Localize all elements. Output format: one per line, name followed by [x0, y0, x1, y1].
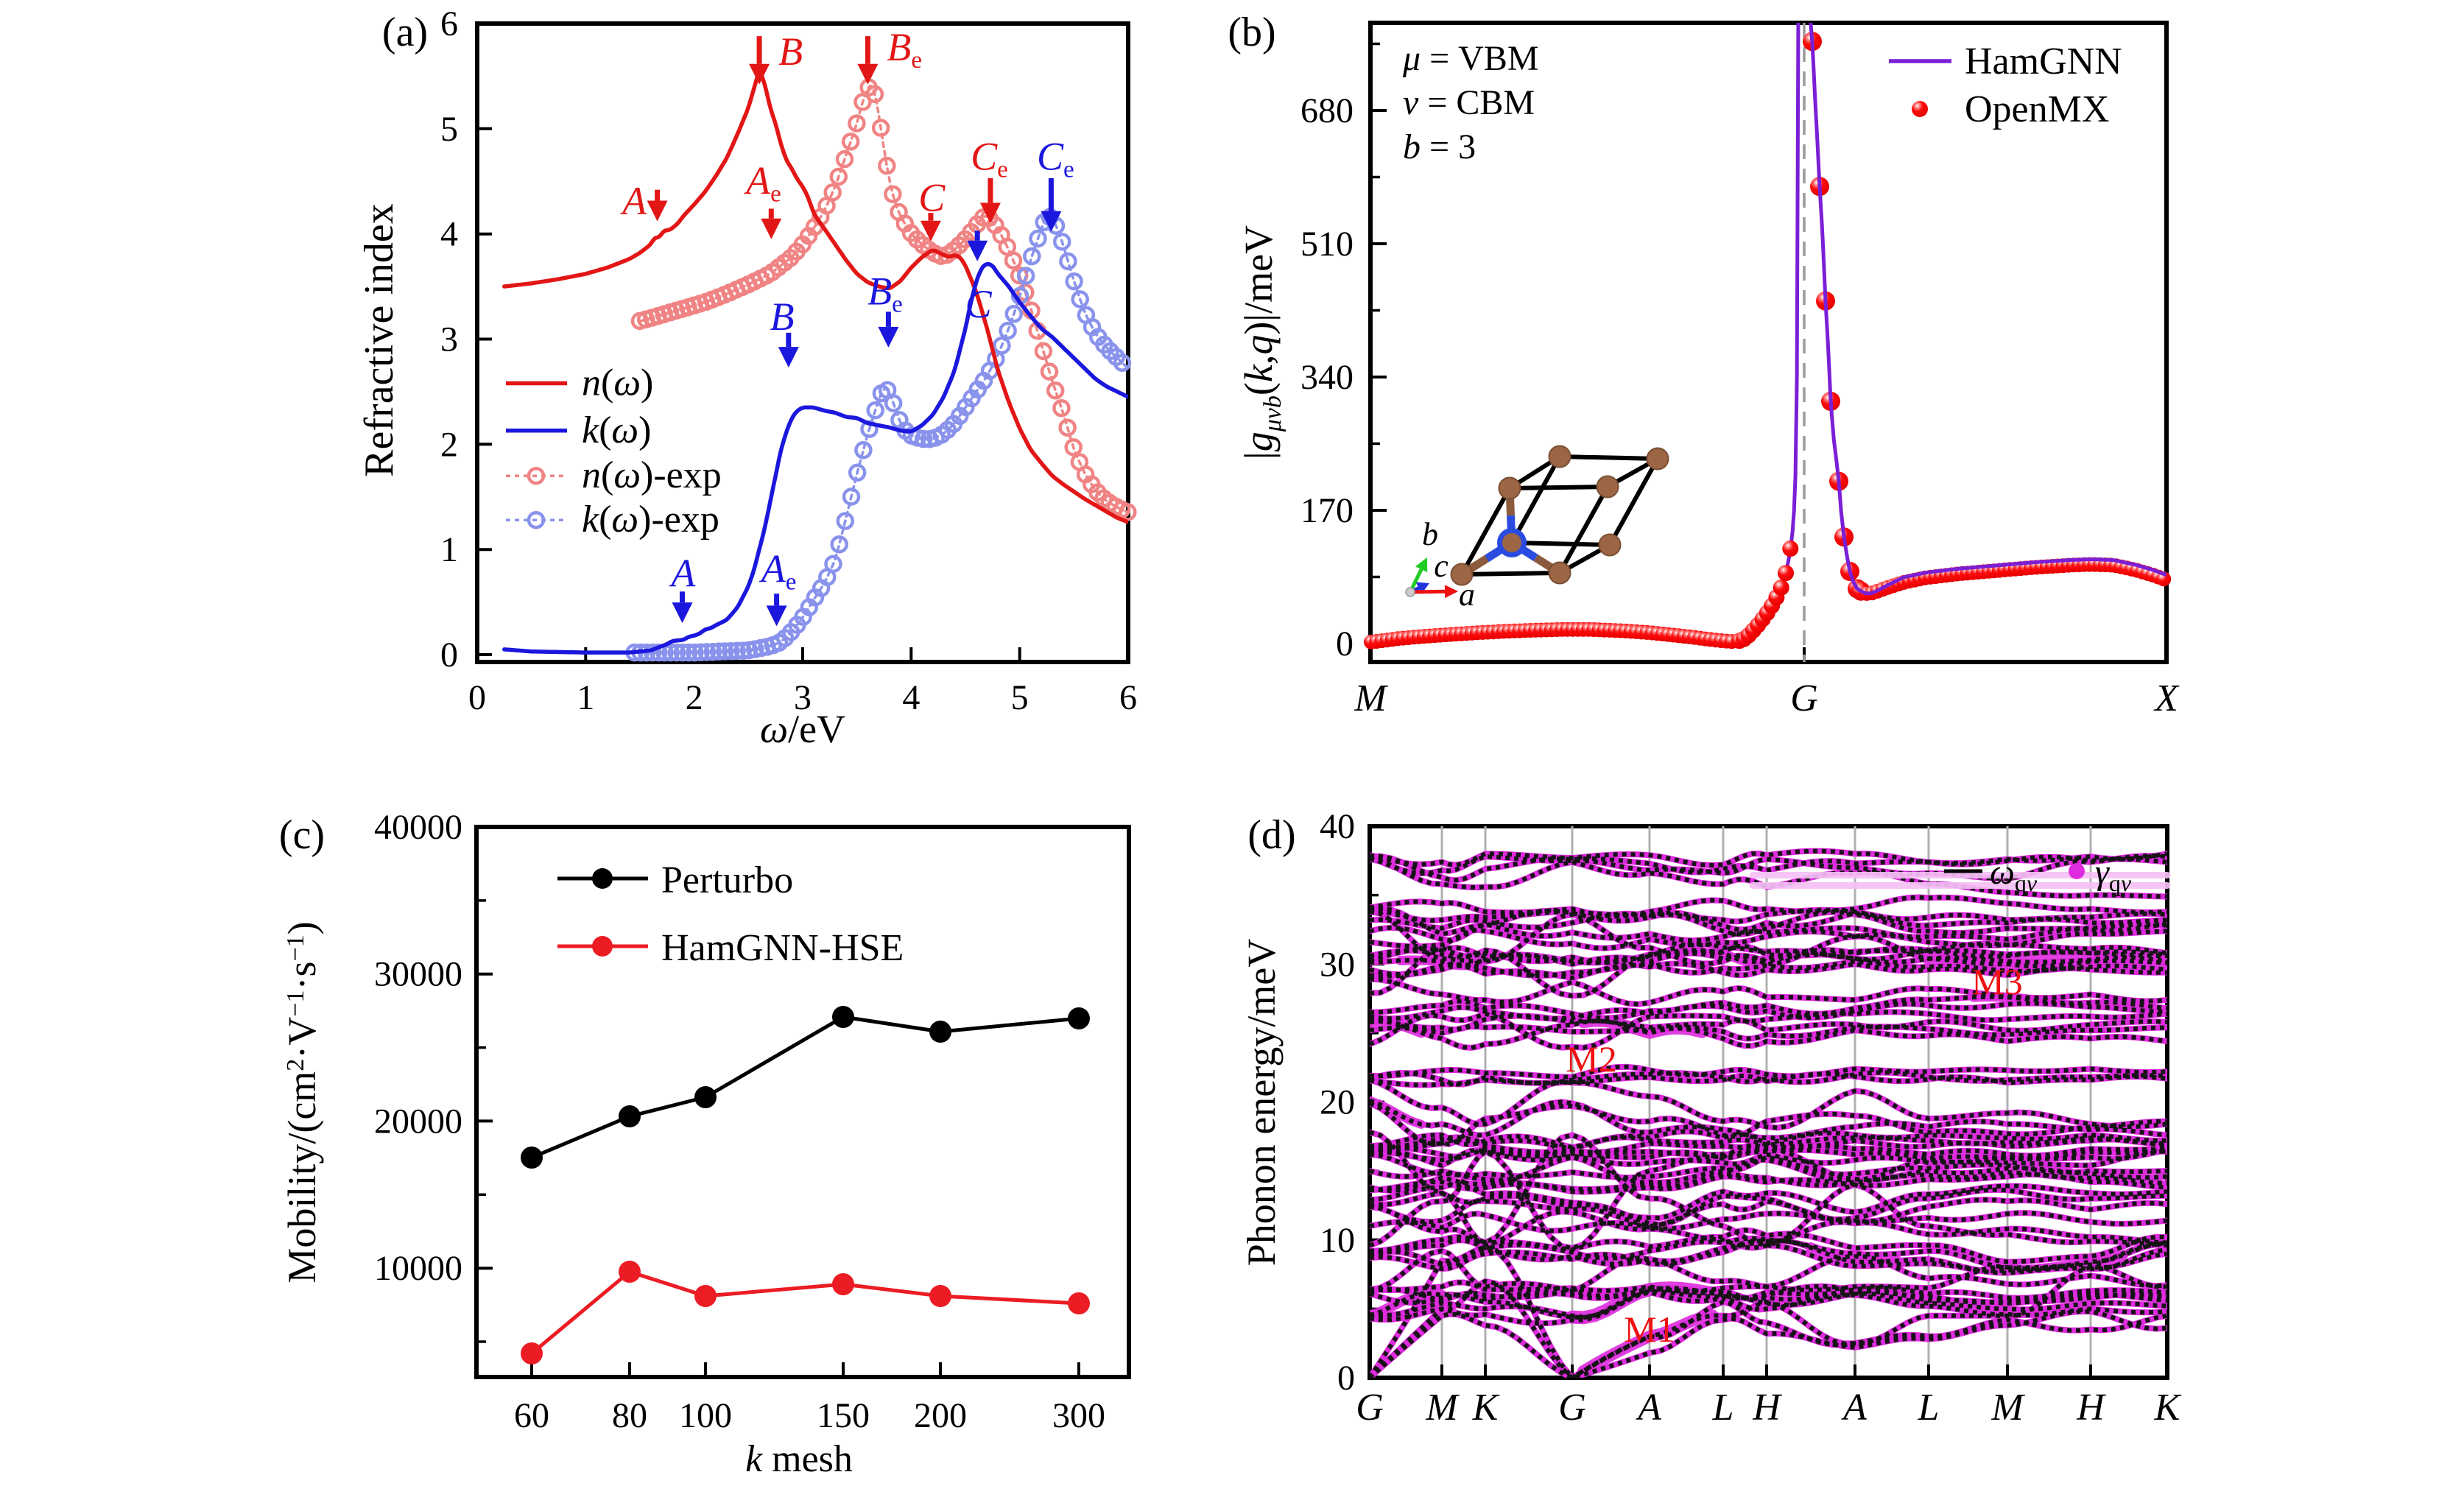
svg-text:M3: M3: [1971, 961, 2022, 1002]
svg-text:HamGNN-HSE: HamGNN-HSE: [661, 927, 904, 969]
svg-text:40000: 40000: [374, 808, 462, 847]
svg-text:M: M: [1425, 1387, 1460, 1429]
svg-text:K: K: [2154, 1387, 2182, 1429]
svg-text:1: 1: [577, 678, 594, 717]
svg-text:Be: Be: [867, 269, 903, 317]
svg-text:510: 510: [1300, 225, 1354, 264]
svg-text:M1: M1: [1624, 1309, 1675, 1350]
svg-text:4: 4: [902, 678, 920, 717]
svg-text:k mesh: k mesh: [745, 1438, 853, 1480]
svg-text:Ae: Ae: [759, 546, 797, 595]
svg-text:b = 3: b = 3: [1403, 127, 1476, 166]
svg-text:3: 3: [794, 678, 812, 717]
svg-text:G: G: [1558, 1387, 1586, 1429]
svg-text:A: A: [669, 551, 696, 595]
svg-text:200: 200: [914, 1396, 967, 1435]
svg-text:Phonon energy/meV: Phonon energy/meV: [1239, 939, 1284, 1266]
svg-text:Ae: Ae: [744, 159, 781, 208]
svg-text:μ = VBM: μ = VBM: [1402, 39, 1539, 78]
svg-text:L: L: [1712, 1387, 1734, 1429]
svg-text:X: X: [2153, 677, 2180, 719]
svg-text:40: 40: [1320, 807, 1355, 846]
svg-text:20000: 20000: [374, 1102, 462, 1141]
svg-text:6: 6: [440, 4, 458, 43]
svg-text:10: 10: [1320, 1221, 1355, 1260]
svg-text:ν = CBM: ν = CBM: [1403, 83, 1535, 122]
svg-text:L: L: [1918, 1387, 1940, 1429]
svg-text:M2: M2: [1566, 1038, 1616, 1080]
svg-text:b: b: [1422, 516, 1438, 552]
svg-text:n(ω)-exp: n(ω)-exp: [582, 454, 722, 496]
svg-text:0: 0: [1337, 1359, 1355, 1398]
svg-text:M: M: [1990, 1387, 2025, 1429]
svg-text:k(ω)-exp: k(ω)-exp: [582, 499, 719, 540]
svg-text:1: 1: [440, 530, 458, 569]
svg-text:A: A: [1841, 1387, 1867, 1429]
svg-text:4: 4: [440, 215, 458, 254]
svg-text:60: 60: [514, 1396, 549, 1435]
svg-text:B: B: [778, 29, 803, 74]
svg-text:30: 30: [1320, 945, 1355, 984]
svg-text:170: 170: [1300, 491, 1354, 530]
svg-text:OpenMX: OpenMX: [1965, 88, 2109, 130]
svg-text:3: 3: [440, 320, 458, 359]
svg-text:C: C: [918, 176, 946, 220]
svg-text:HamGNN: HamGNN: [1965, 41, 2122, 82]
svg-text:6: 6: [1119, 678, 1137, 717]
svg-text:Be: Be: [887, 25, 922, 74]
svg-text:k(ω): k(ω): [582, 409, 651, 451]
svg-text:Mobility/(cm2·V−1·s−1): Mobility/(cm2·V−1·s−1): [280, 921, 324, 1283]
svg-text:G: G: [1790, 677, 1818, 719]
svg-text:0: 0: [1336, 624, 1354, 663]
svg-text:5: 5: [440, 110, 458, 149]
svg-text:c: c: [1434, 548, 1449, 584]
svg-text:10000: 10000: [374, 1249, 462, 1288]
svg-text:20: 20: [1320, 1083, 1355, 1122]
svg-text:γqν: γqν: [2095, 853, 2132, 896]
svg-text:Refractive index: Refractive index: [356, 203, 402, 477]
svg-text:80: 80: [612, 1396, 647, 1435]
svg-text:0: 0: [468, 678, 486, 717]
svg-text:2: 2: [686, 678, 703, 717]
svg-text:ωqν: ωqν: [1990, 853, 2038, 896]
svg-text:2: 2: [440, 425, 458, 464]
svg-text:a: a: [1459, 577, 1475, 613]
svg-text:A: A: [1636, 1387, 1661, 1429]
svg-text:(d): (d): [1247, 812, 1295, 858]
svg-text:(b): (b): [1228, 10, 1275, 55]
svg-text:H: H: [1752, 1387, 1782, 1429]
svg-text:5: 5: [1011, 678, 1029, 717]
svg-text:300: 300: [1052, 1396, 1105, 1435]
svg-text:K: K: [1472, 1387, 1500, 1429]
svg-text:C: C: [965, 282, 993, 326]
svg-text:B: B: [770, 295, 795, 339]
svg-text:(c): (c): [279, 812, 325, 858]
svg-text:680: 680: [1300, 91, 1354, 130]
svg-text:H: H: [2076, 1387, 2106, 1429]
svg-text:ω/eV: ω/eV: [760, 707, 845, 751]
svg-text:n(ω): n(ω): [582, 362, 653, 404]
svg-text:G: G: [1356, 1387, 1384, 1429]
svg-text:(a): (a): [382, 10, 428, 55]
svg-text:100: 100: [679, 1396, 732, 1435]
svg-text:0: 0: [440, 635, 458, 675]
svg-text:150: 150: [817, 1396, 870, 1435]
svg-text:340: 340: [1300, 358, 1354, 397]
svg-text:Ce: Ce: [1037, 135, 1074, 183]
svg-text:M: M: [1354, 677, 1388, 719]
svg-text:A: A: [620, 179, 647, 223]
svg-text:Perturbo: Perturbo: [661, 859, 793, 901]
svg-text:30000: 30000: [374, 955, 462, 994]
svg-text:Ce: Ce: [971, 135, 1008, 183]
